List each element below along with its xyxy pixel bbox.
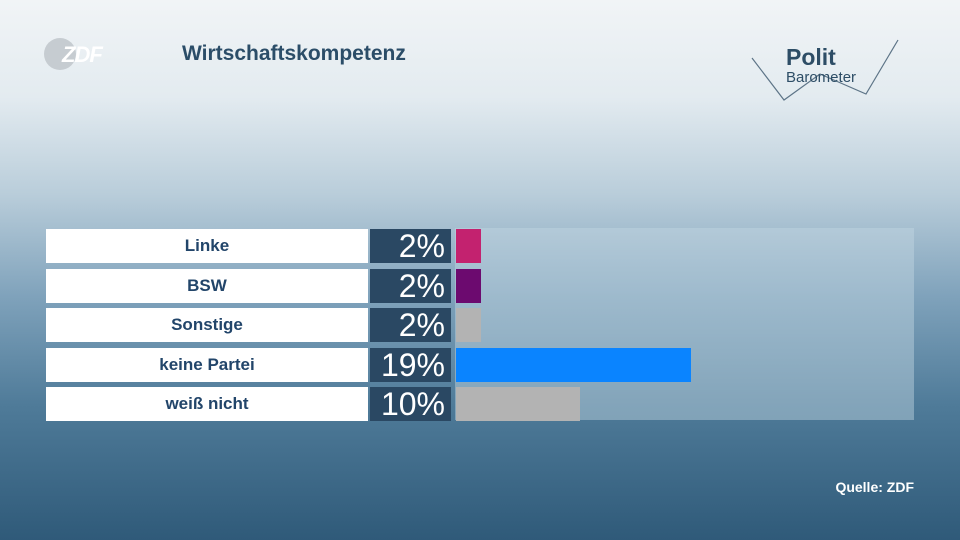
source-note: Quelle: ZDF — [835, 479, 914, 495]
zdf-logo-circle — [44, 38, 76, 70]
politbarometer-logo-line2: Barometer — [786, 69, 857, 86]
category-label: weiß nicht — [46, 387, 368, 421]
bar — [456, 229, 481, 263]
bar — [456, 269, 481, 303]
bar — [456, 308, 481, 342]
category-label: keine Partei — [46, 348, 368, 382]
value-label: 2% — [370, 228, 451, 264]
politbarometer-logo: Polit Barometer — [748, 38, 908, 104]
politbarometer-logo-line1: Polit — [786, 44, 836, 70]
zdf-logo-text: ZDF — [62, 42, 103, 67]
category-label: Linke — [46, 229, 368, 263]
bar — [456, 387, 580, 421]
value-label: 2% — [370, 307, 451, 343]
value-label: 10% — [370, 386, 451, 422]
value-label: 19% — [370, 347, 451, 383]
zdf-logo: ZDF — [44, 38, 108, 72]
politbarometer-logo-lines — [751, 39, 899, 101]
bar — [456, 348, 691, 382]
value-label: 2% — [370, 268, 451, 304]
category-label: Sonstige — [46, 308, 368, 342]
category-label: BSW — [46, 269, 368, 303]
chart-title: Wirtschaftskompetenz — [182, 42, 406, 65]
